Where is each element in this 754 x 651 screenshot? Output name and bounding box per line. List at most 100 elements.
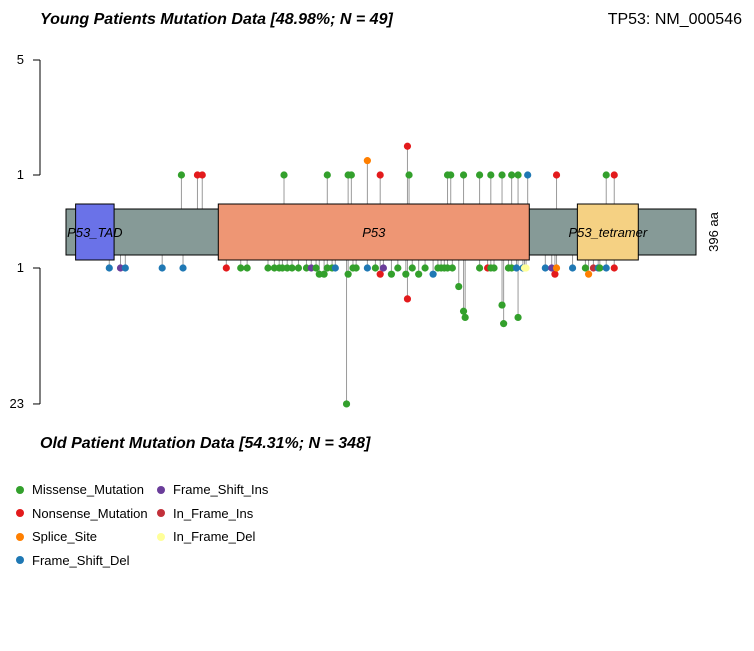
bottom-mutation-dot (105, 264, 113, 272)
bottom-mutation-dot (402, 270, 410, 278)
legend-item: In_Frame_Del (157, 525, 268, 549)
legend-swatch-missense (16, 485, 24, 494)
top-mutation-dot (602, 171, 610, 179)
bottom-mutation-dot (490, 264, 498, 272)
bottom-mutation-dot (596, 264, 604, 272)
legend-label: Splice_Site (32, 529, 98, 545)
bottom-plot-title: Old Patient Mutation Data [54.31%; N = 3… (40, 435, 371, 452)
legend-item: Splice_Site (16, 525, 148, 549)
top-y-tick-label: 1 (17, 167, 24, 182)
legend-swatch-in-frame-ins (157, 509, 165, 518)
domain-label: P53_TAD (67, 225, 122, 240)
top-mutation-dot (514, 171, 522, 179)
domain-box (576, 203, 639, 261)
bottom-mutation-dot (288, 264, 296, 272)
bottom-mutation-dot (376, 270, 384, 278)
bottom-mutation-dot (352, 264, 360, 272)
bottom-mutation-dot (320, 270, 328, 278)
bottom-mutation-dot (522, 264, 530, 272)
protein-layer: P53_TAD P53 P53_tetramer 396 aa (65, 203, 721, 261)
bottom-mutation-dot (498, 301, 506, 309)
legend-item: Frame_Shift_Del (16, 549, 148, 573)
top-mutation-dot (363, 157, 371, 165)
top-mutation-dot (552, 171, 561, 179)
mutation-dots-layer (105, 142, 618, 408)
legend-item: In_Frame_Ins (157, 502, 268, 526)
bottom-mutation-dot (459, 307, 468, 315)
bottom-mutation-dot (602, 264, 610, 272)
bottom-mutation-dot (584, 270, 593, 278)
bottom-mutation-dot (475, 264, 484, 272)
bottom-mutation-dot (387, 270, 396, 278)
bottom-mutation-dot (541, 264, 549, 272)
top-plot-title: Young Patients Mutation Data [48.98%; N … (40, 11, 393, 28)
domain-box (75, 203, 115, 261)
top-y-tick-label: 5 (17, 52, 24, 67)
top-mutation-dot (447, 171, 455, 179)
top-mutation-dot (610, 171, 618, 179)
bottom-mutation-dot (243, 264, 251, 272)
top-mutation-dot (498, 171, 506, 179)
top-mutation-dot (323, 171, 331, 179)
top-mutation-dot (403, 142, 412, 150)
legend-label: In_Frame_Ins (173, 505, 254, 521)
legend-swatch-in-frame-del (157, 532, 165, 541)
legend-item: Frame_Shift_Ins (157, 478, 268, 502)
legend-item: Missense_Mutation (16, 478, 148, 502)
legend-column-1: Missense_Mutation Nonsense_Mutation Spli… (16, 478, 148, 572)
top-mutation-dot (198, 171, 206, 179)
legend-label: Missense_Mutation (32, 482, 144, 498)
bottom-mutation-dot (363, 264, 371, 272)
bottom-mutation-dot (552, 264, 561, 272)
bottom-mutation-dot (158, 264, 166, 272)
domain-box (217, 203, 530, 261)
bottom-y-tick-label: 23 (10, 396, 24, 411)
top-mutation-dot (487, 171, 495, 179)
top-mutation-dot (405, 171, 413, 179)
legend-swatch-frame-shift-ins (157, 485, 165, 494)
top-mutation-dot (376, 171, 384, 179)
top-mutation-dot (459, 171, 468, 179)
top-stems-layer (180, 146, 615, 209)
bottom-mutation-dot (342, 400, 351, 408)
bottom-mutation-dot (403, 295, 412, 303)
bottom-stems-layer (108, 255, 615, 404)
legend-swatch-frame-shift-del (16, 556, 24, 565)
bottom-mutation-dot (514, 313, 522, 322)
top-mutation-dot (524, 171, 532, 179)
bottom-mutation-dot (568, 264, 577, 272)
bottom-mutation-dot (429, 270, 437, 278)
bottom-mutation-dot (312, 264, 320, 272)
bottom-mutation-dot (455, 282, 463, 291)
bottom-mutation-dot (500, 320, 508, 328)
bottom-mutation-dot (237, 264, 245, 272)
bottom-mutation-dot (294, 264, 303, 272)
bottom-mutation-dot (421, 264, 429, 272)
bottom-mutation-dot (512, 264, 521, 272)
top-mutation-dot (508, 171, 516, 179)
axes-layer: 1 5 1 23 (10, 52, 41, 411)
bottom-mutation-dot (331, 264, 339, 272)
top-mutation-dot (347, 171, 355, 179)
bottom-mutation-dot (581, 264, 589, 272)
legend-column-2: Frame_Shift_Ins In_Frame_Ins In_Frame_De… (157, 478, 268, 549)
legend-label: Nonsense_Mutation (32, 505, 148, 521)
bottom-y-tick-label: 1 (17, 260, 24, 275)
bottom-mutation-dot (379, 264, 388, 272)
bottom-mutation-dot (264, 264, 272, 272)
gene-transcript-label: TP53: NM_000546 (607, 11, 742, 28)
legend-item: Nonsense_Mutation (16, 502, 148, 526)
bottom-mutation-dot (222, 264, 230, 272)
legend-label: Frame_Shift_Ins (173, 482, 269, 498)
bottom-mutation-dot (551, 270, 559, 278)
top-mutation-dot (177, 171, 186, 179)
lollipop-plot: 1 5 1 23 P53_TAD P53 P53_tetramer 396 aa (10, 52, 721, 411)
bottom-mutation-dot (408, 264, 416, 272)
bottom-mutation-dot (415, 270, 423, 278)
bottom-mutation-dot (179, 264, 187, 272)
protein-length-label: 396 aa (706, 211, 721, 252)
legend-label: Frame_Shift_Del (32, 552, 130, 568)
bottom-mutation-dot (461, 313, 469, 322)
bottom-mutation-dot (394, 264, 402, 272)
bottom-mutation-dot (448, 264, 456, 272)
